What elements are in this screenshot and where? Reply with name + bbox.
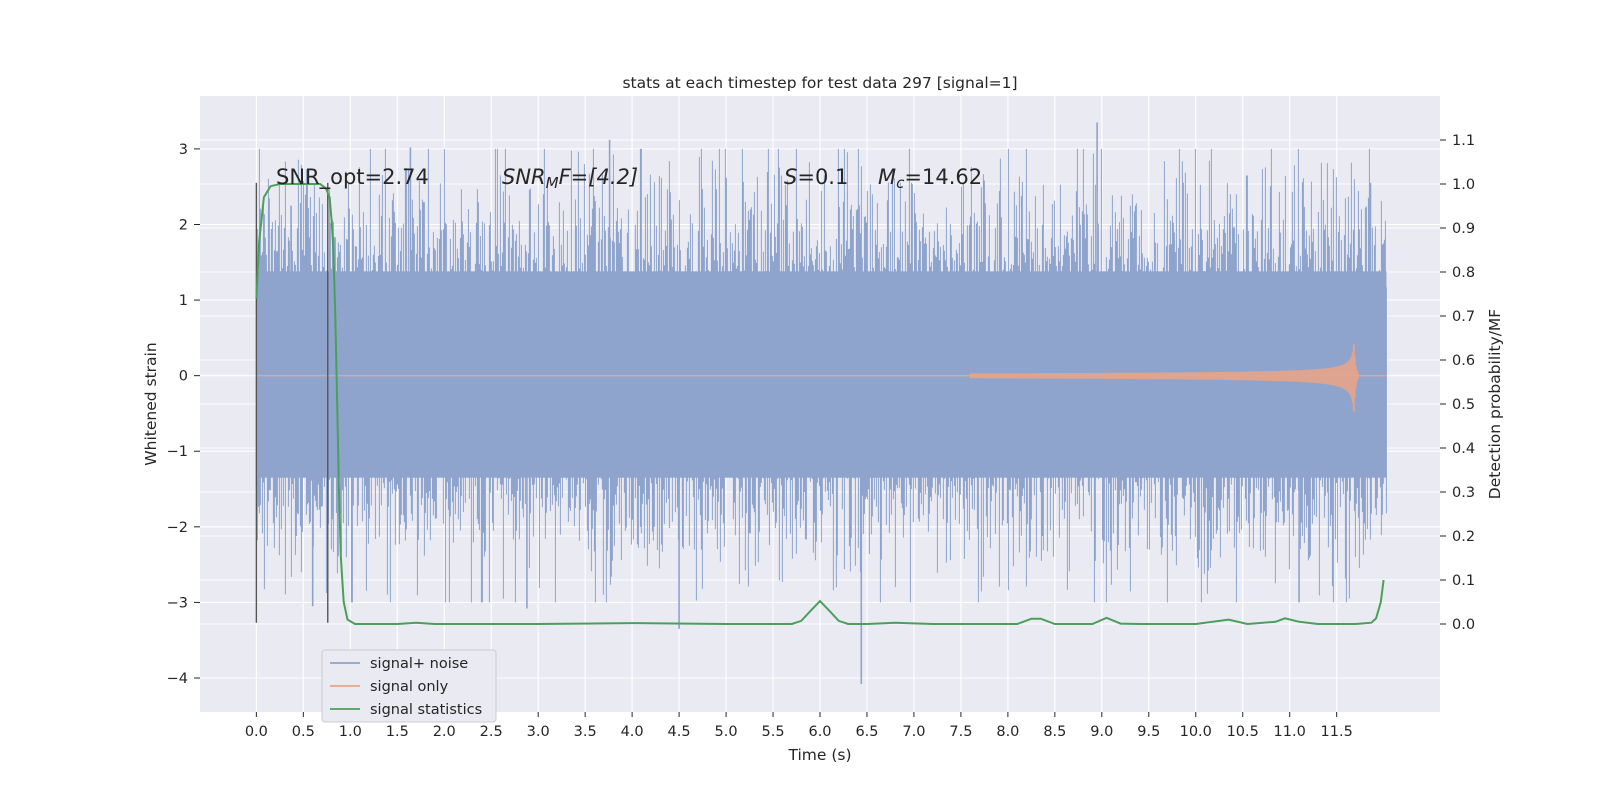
right-y-tick-label: 0.7 xyxy=(1452,309,1475,325)
signal-plus-noise-peaks xyxy=(290,122,1372,684)
annotation-mc-var: M xyxy=(878,165,896,189)
right-y-tick-label: 0.5 xyxy=(1452,397,1475,413)
x-tick-label: 6.5 xyxy=(855,724,878,740)
right-y-tick-label: 0.3 xyxy=(1452,485,1475,501)
annotation-s-var: S xyxy=(784,165,797,189)
x-tick-label: 1.0 xyxy=(339,724,362,740)
left-y-axis-ticks: 3 2 1 0 −1 −2 −3 −4 xyxy=(167,142,200,687)
x-tick-label: 6.0 xyxy=(808,724,831,740)
x-tick-label: 3.5 xyxy=(574,724,597,740)
x-tick-label: 1.5 xyxy=(386,724,409,740)
chart-title: stats at each timestep for test data 297… xyxy=(622,74,1017,92)
x-tick-label: 3.0 xyxy=(527,724,550,740)
signal-statistics-line xyxy=(255,183,1385,626)
annotation-snr-mf-sub: M xyxy=(546,174,559,192)
right-y-axis-ticks: 1.1 1.0 0.9 0.8 0.7 0.6 0.5 0.4 0.3 0.2 0.1 0.0 xyxy=(1440,133,1475,633)
x-tick-label: 9.0 xyxy=(1090,724,1113,740)
x-tick-label: 4.0 xyxy=(621,724,644,740)
left-y-tick-label: 1 xyxy=(179,293,188,309)
left-y-axis-label: Whitened strain xyxy=(142,342,160,465)
signal-statistics-series xyxy=(255,183,1385,626)
left-y-tick-label: −2 xyxy=(167,520,188,536)
right-y-tick-label: 1.0 xyxy=(1452,177,1475,193)
right-y-axis-label: Detection probability/MF xyxy=(1486,309,1504,500)
annotation-mc-sub: c xyxy=(896,174,905,192)
x-tick-label: 5.0 xyxy=(715,724,738,740)
x-axis-ticks: 0.0 0.5 1.0 1.5 2.0 2.5 3.0 3.5 4.0 4.5 5.0 5.5 6.0 6… xyxy=(245,712,1353,740)
legend: signal+ noise signal only signal statist… xyxy=(321,649,497,723)
right-y-tick-label: 0.4 xyxy=(1452,441,1475,457)
left-y-tick-label: 2 xyxy=(179,217,188,233)
x-tick-label: 10.5 xyxy=(1227,724,1259,740)
legend-box xyxy=(321,649,497,723)
annotation-snr-mf-base: SNR xyxy=(502,165,546,189)
x-tick-label: 0.0 xyxy=(245,724,268,740)
left-y-tick-label: −4 xyxy=(167,671,188,687)
x-tick-label: 11.5 xyxy=(1321,724,1353,740)
annotation-snr-opt: SNR_opt=2.74 xyxy=(276,165,429,190)
x-tick-label: 2.0 xyxy=(433,724,456,740)
right-y-tick-label: 1.1 xyxy=(1452,133,1475,149)
right-y-tick-label: 0.0 xyxy=(1452,617,1475,633)
annotation-s-rest: =0.1 xyxy=(797,165,848,189)
left-y-tick-label: −3 xyxy=(167,595,188,611)
right-y-tick-label: 0.2 xyxy=(1452,529,1475,545)
x-tick-label: 5.5 xyxy=(761,724,784,740)
annotation-snr-mf: SNRMF=[4.2] xyxy=(502,165,638,192)
right-y-tick-label: 0.9 xyxy=(1452,221,1475,237)
annotation-s: S=0.1 xyxy=(784,165,848,189)
x-tick-label: 0.5 xyxy=(292,724,315,740)
annotation-snr-mf-rest: F=[4.2] xyxy=(559,165,638,189)
x-tick-label: 7.0 xyxy=(902,724,925,740)
x-axis-label: Time (s) xyxy=(787,746,851,764)
left-y-tick-label: 0 xyxy=(179,369,188,385)
signal-only-chirp xyxy=(969,343,1359,413)
left-y-tick-label: 3 xyxy=(179,142,188,158)
vertical-markers xyxy=(255,182,329,623)
legend-label-signal-plus-noise: signal+ noise xyxy=(370,656,468,672)
legend-label-signal-statistics: signal statistics xyxy=(370,702,482,718)
x-tick-label: 10.0 xyxy=(1180,724,1212,740)
right-y-tick-label: 0.6 xyxy=(1452,353,1475,369)
right-y-tick-label: 0.8 xyxy=(1452,265,1475,281)
x-tick-label: 11.0 xyxy=(1274,724,1306,740)
x-tick-label: 2.5 xyxy=(480,724,503,740)
x-tick-label: 7.5 xyxy=(949,724,972,740)
x-tick-label: 8.0 xyxy=(996,724,1019,740)
legend-label-signal-only: signal only xyxy=(370,679,449,695)
annotation-mc-rest: =14.62 xyxy=(904,165,982,189)
x-tick-label: 8.5 xyxy=(1043,724,1066,740)
signal-only-series xyxy=(256,343,1387,413)
x-tick-label: 9.5 xyxy=(1137,724,1160,740)
right-y-tick-label: 0.1 xyxy=(1452,573,1475,589)
annotation-mc: Mc=14.62 xyxy=(878,165,982,192)
left-y-tick-label: −1 xyxy=(167,444,188,460)
x-tick-label: 4.5 xyxy=(668,724,691,740)
